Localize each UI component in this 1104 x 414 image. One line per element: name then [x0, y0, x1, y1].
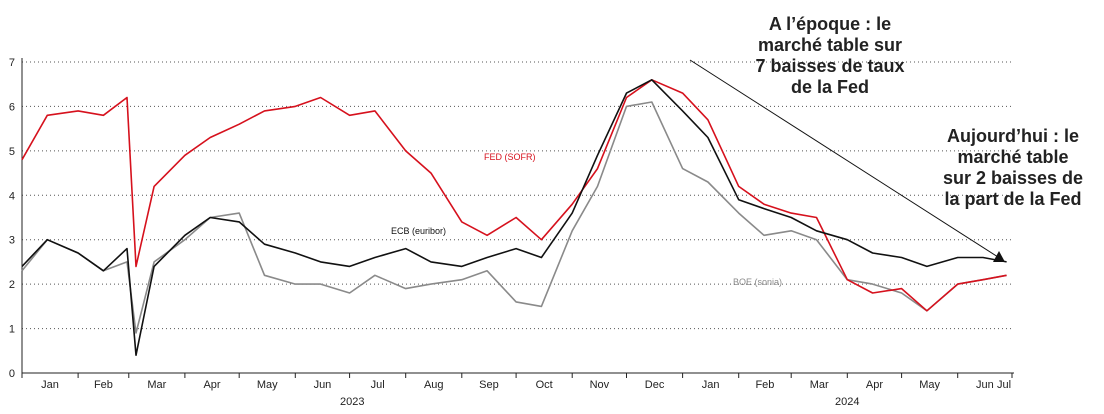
x-tick-label: Aug [424, 379, 444, 391]
x-tick-label: Apr [866, 379, 883, 391]
x-tick-label: Nov [590, 379, 610, 391]
x-tick-label: Oct [536, 379, 553, 391]
series-line-1 [21, 79, 1007, 357]
series-label-ecb: ECB (euribor) [391, 226, 446, 236]
year-label: 2024 [835, 396, 859, 408]
x-tick-label: Feb [94, 379, 113, 391]
y-tick-label: 5 [9, 146, 15, 158]
annotation-past-line: marché table sur [757, 35, 903, 55]
x-tick-label: Sep [479, 379, 499, 391]
x-tick-label: Jun [314, 379, 332, 391]
x-tick-label: Dec [645, 379, 665, 391]
y-tick-label: 2 [9, 279, 15, 291]
x-tick-label: May [919, 379, 940, 391]
x-axis: Jan Feb Mar Apr May Jun Jul Aug Sep Oct Nov Dec Jan F… [21, 372, 1014, 408]
x-tick-label: Jun [976, 379, 994, 391]
y-axis: 0 1 2 3 4 5 6 7 [9, 57, 23, 380]
y-tick-label: 7 [9, 57, 15, 69]
annotation-now-line: Aujourd’hui : le [947, 126, 1079, 146]
arrow-head [993, 251, 1005, 262]
y-tick-label: 6 [9, 101, 15, 113]
x-tick-label: Mar [147, 379, 166, 391]
annotation-past-line: de la Fed [790, 77, 870, 97]
annotation-now-line: la part de la Fed [944, 189, 1082, 209]
annotation-past: A l’époque : le marché table sur 7 baiss… [730, 14, 930, 98]
annotation-now: Aujourd’hui : le marché table sur 2 bais… [922, 126, 1104, 210]
trend-arrow [689, 59, 1005, 262]
x-tick-label: Apr [203, 379, 220, 391]
x-tick-label: May [257, 379, 278, 391]
series-line-2 [21, 101, 1007, 334]
y-tick-label: 0 [9, 368, 15, 380]
series-label-boe: BOE (sonia) [733, 277, 782, 287]
series-label-fed: FED (SOFR) [484, 152, 536, 162]
y-tick-label: 1 [9, 324, 15, 336]
annotation-past-line: 7 baisses de taux [755, 56, 905, 76]
series-line-0 [21, 79, 1007, 312]
x-tick-label: Jul [371, 379, 385, 391]
series-lines [21, 79, 1007, 357]
x-tick-label: Feb [755, 379, 774, 391]
y-tick-label: 4 [9, 190, 15, 202]
trend-line [689, 59, 999, 258]
annotation-now-line: sur 2 baisses de [942, 168, 1084, 188]
gridlines [22, 61, 1014, 330]
year-label: 2023 [340, 396, 364, 408]
x-tick-label: Jan [41, 379, 59, 391]
x-tick-label: Jul [997, 379, 1011, 391]
annotation-now-line: marché table [957, 147, 1069, 167]
x-tick-label: Mar [810, 379, 829, 391]
y-tick-label: 3 [9, 235, 15, 247]
x-tick-label: Jan [702, 379, 720, 391]
annotation-past-line: A l’époque : le [768, 14, 892, 34]
